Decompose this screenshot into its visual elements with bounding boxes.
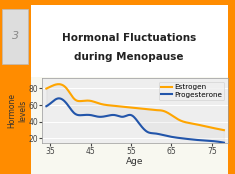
Estrogen [207, 126, 209, 128]
Estrogen [57, 83, 60, 85]
Estrogen [45, 88, 48, 90]
Text: during Menopause: during Menopause [74, 52, 184, 62]
Estrogen [223, 129, 225, 131]
Progesterone [223, 142, 225, 144]
Progesterone [207, 140, 209, 142]
Estrogen [151, 109, 153, 111]
Text: Hormonal Fluctuations: Hormonal Fluctuations [62, 33, 196, 43]
Progesterone [151, 132, 154, 134]
Progesterone [46, 105, 48, 107]
Progesterone [151, 132, 153, 134]
Estrogen [195, 123, 198, 125]
Estrogen [151, 109, 154, 111]
Progesterone [195, 139, 198, 141]
Progesterone [57, 97, 60, 99]
Line: Estrogen: Estrogen [46, 84, 224, 130]
Text: 3: 3 [12, 31, 19, 41]
Legend: Estrogen, Progesterone: Estrogen, Progesterone [159, 82, 224, 100]
Progesterone [154, 132, 157, 135]
Line: Progesterone: Progesterone [46, 98, 224, 143]
Estrogen [154, 109, 157, 111]
Progesterone [45, 105, 48, 107]
X-axis label: Age: Age [126, 157, 144, 166]
Estrogen [46, 87, 48, 89]
Y-axis label: Hormone
levels: Hormone levels [8, 93, 27, 128]
